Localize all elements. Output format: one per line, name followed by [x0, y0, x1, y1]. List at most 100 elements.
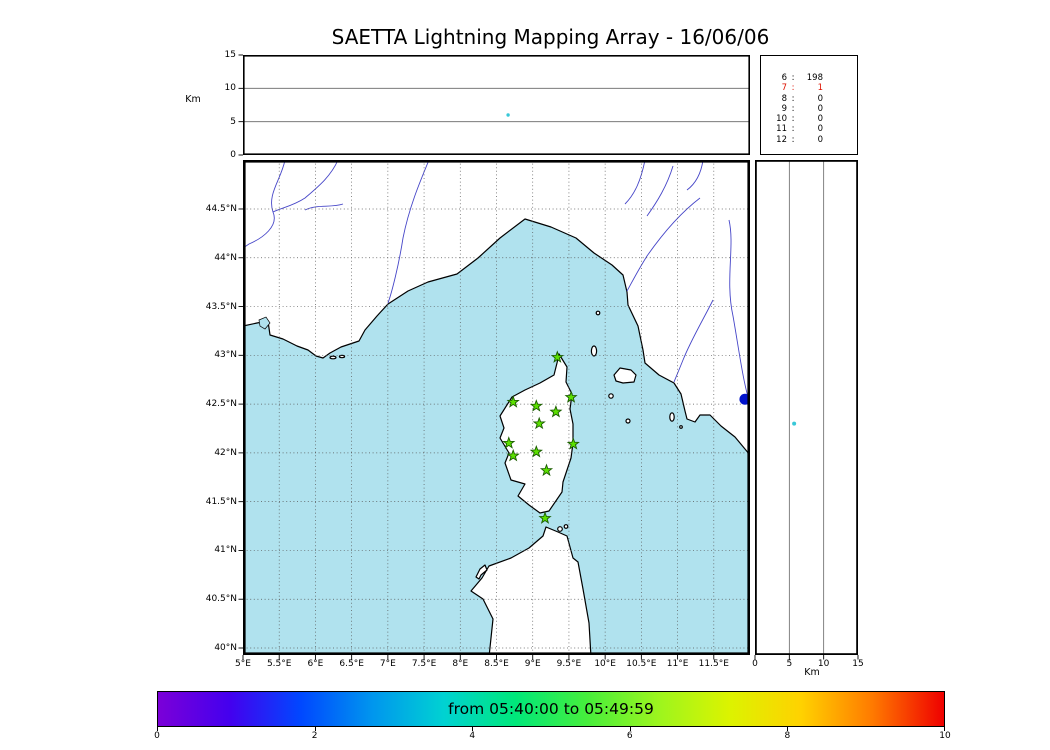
station-star-marker	[506, 395, 520, 408]
station-count-row: 7 : 1	[761, 83, 857, 93]
river-arno	[626, 197, 701, 292]
alt-lon-panel	[238, 54, 750, 156]
colorbar-tick	[472, 727, 474, 731]
lon-tick-label: 10.5°E	[626, 659, 657, 669]
station-count-row: 12 : 0	[761, 135, 857, 145]
station-count-row: 6 : 198	[761, 73, 857, 83]
lat-tick-label: 41°N	[214, 545, 237, 556]
station-star-marker	[532, 416, 546, 430]
station-star-marker	[550, 350, 564, 363]
station-star-marker	[506, 448, 520, 462]
altitude-tick-label: 10	[224, 83, 236, 94]
river-apennine-2	[646, 165, 674, 217]
map-border	[242, 159, 750, 655]
lightning-source-dot	[792, 421, 797, 426]
station-number: 10	[776, 114, 787, 125]
port-cros-island	[338, 354, 346, 359]
alt-lon-panel-border	[243, 55, 750, 156]
altitude-tick-label: 5	[230, 116, 236, 127]
giannutri-island	[679, 425, 683, 429]
mainland-coastline	[243, 160, 750, 456]
lat-tick-label: 42°N	[214, 447, 237, 458]
capraia-island	[590, 345, 598, 357]
pianosa-island	[608, 393, 614, 399]
station-star-marker	[538, 511, 552, 524]
altitude-km-tick-label: 0	[752, 659, 758, 669]
colorbar-tick	[787, 727, 789, 731]
altitude-km-tick-label: 15	[852, 659, 864, 669]
source-count: 0	[817, 124, 823, 135]
altitude-tick-label: 15	[224, 50, 236, 60]
lon-tick-label: 7.5°E	[411, 659, 437, 669]
lat-tick-label: 41.5°N	[205, 496, 237, 507]
elba-island	[613, 367, 637, 384]
lat-tick-label: 44°N	[214, 252, 237, 263]
separator: :	[791, 114, 795, 125]
colorbar-tick-label: 10	[939, 731, 951, 741]
station-star-marker	[564, 390, 578, 403]
source-count: 1	[817, 83, 823, 94]
lightning-source-dot	[506, 113, 510, 117]
alt-lon-panel-background	[243, 55, 750, 155]
source-count: 0	[817, 114, 823, 125]
station-star-marker	[502, 436, 516, 449]
corsica-coastline	[499, 353, 574, 514]
colorbar-tick-label: 2	[311, 731, 318, 741]
etang-de-berre	[258, 316, 271, 330]
colorbar-tick-label: 4	[469, 731, 476, 741]
lon-tick-label: 9.5°E	[556, 659, 582, 669]
river-po-tributary	[686, 160, 704, 191]
river-apennine-1	[624, 160, 646, 205]
lon-tick-label: 11.5°E	[698, 659, 729, 669]
altitude-unit-label-right: Km	[804, 667, 820, 678]
station-star-marker	[549, 404, 563, 418]
porquerolles-island	[329, 355, 337, 360]
source-count: 0	[817, 103, 823, 114]
altitude-km-tick-label: 5	[786, 659, 793, 669]
separator: :	[791, 93, 795, 104]
station-number: 11	[776, 124, 787, 135]
lon-tick-label: 5.5°E	[266, 659, 292, 669]
station-number: 9	[781, 103, 787, 114]
station-count-row: 10 : 0	[761, 114, 857, 124]
lon-tick-label: 9°E	[524, 659, 541, 669]
colorbar-tick-label: 0	[154, 731, 160, 741]
colorbar-tick-label: 6	[626, 731, 633, 741]
colorbar-label: from 05:40:00 to 05:49:59	[448, 700, 654, 718]
lon-tick-label: 11°E	[666, 659, 689, 669]
lon-tick-label: 10°E	[594, 659, 616, 669]
lon-tick-label: 8.5°E	[484, 659, 509, 669]
source-count: 0	[817, 134, 823, 145]
alt-lat-panel	[754, 159, 859, 660]
altitude-km-tick-label: 10	[817, 659, 830, 669]
river-var	[387, 160, 430, 304]
separator: :	[791, 134, 795, 145]
lat-tick-label: 40°N	[214, 643, 237, 653]
lat-tick-label: 43.5°N	[205, 301, 237, 312]
source-count: 0	[817, 93, 823, 104]
station-count-panel: 6 : 198 7 : 1 8 : 0 9 : 0 10 : 0 11 : 0 …	[760, 55, 858, 155]
lightning-cluster-dot	[739, 393, 750, 405]
lon-tick-label: 7°E	[379, 659, 396, 669]
colorbar-tick	[314, 727, 316, 731]
source-count: 198	[806, 73, 823, 83]
station-number: 6	[781, 73, 787, 83]
lon-tick-label: 6.5°E	[339, 659, 364, 669]
lon-tick-label: 8°E	[452, 659, 469, 669]
station-star-marker	[529, 399, 543, 412]
station-count-row: 8 : 0	[761, 94, 857, 104]
separator: :	[791, 83, 795, 94]
maddalena-island-2	[563, 524, 569, 529]
station-number: 7	[781, 83, 787, 94]
alt-lat-panel-background	[755, 160, 858, 655]
lon-tick-label: 5°E	[235, 659, 251, 669]
map-panel	[238, 159, 750, 660]
gorgona-island	[595, 310, 601, 316]
station-star-marker	[566, 437, 580, 450]
colorbar: from 05:40:00 to 05:49:59	[157, 691, 945, 727]
lon-tick-label: 6°E	[307, 659, 324, 669]
river-ombrone	[673, 299, 714, 383]
colorbar-tick	[944, 727, 945, 731]
lat-tick-label: 44.5°N	[205, 203, 237, 214]
separator: :	[791, 103, 795, 114]
